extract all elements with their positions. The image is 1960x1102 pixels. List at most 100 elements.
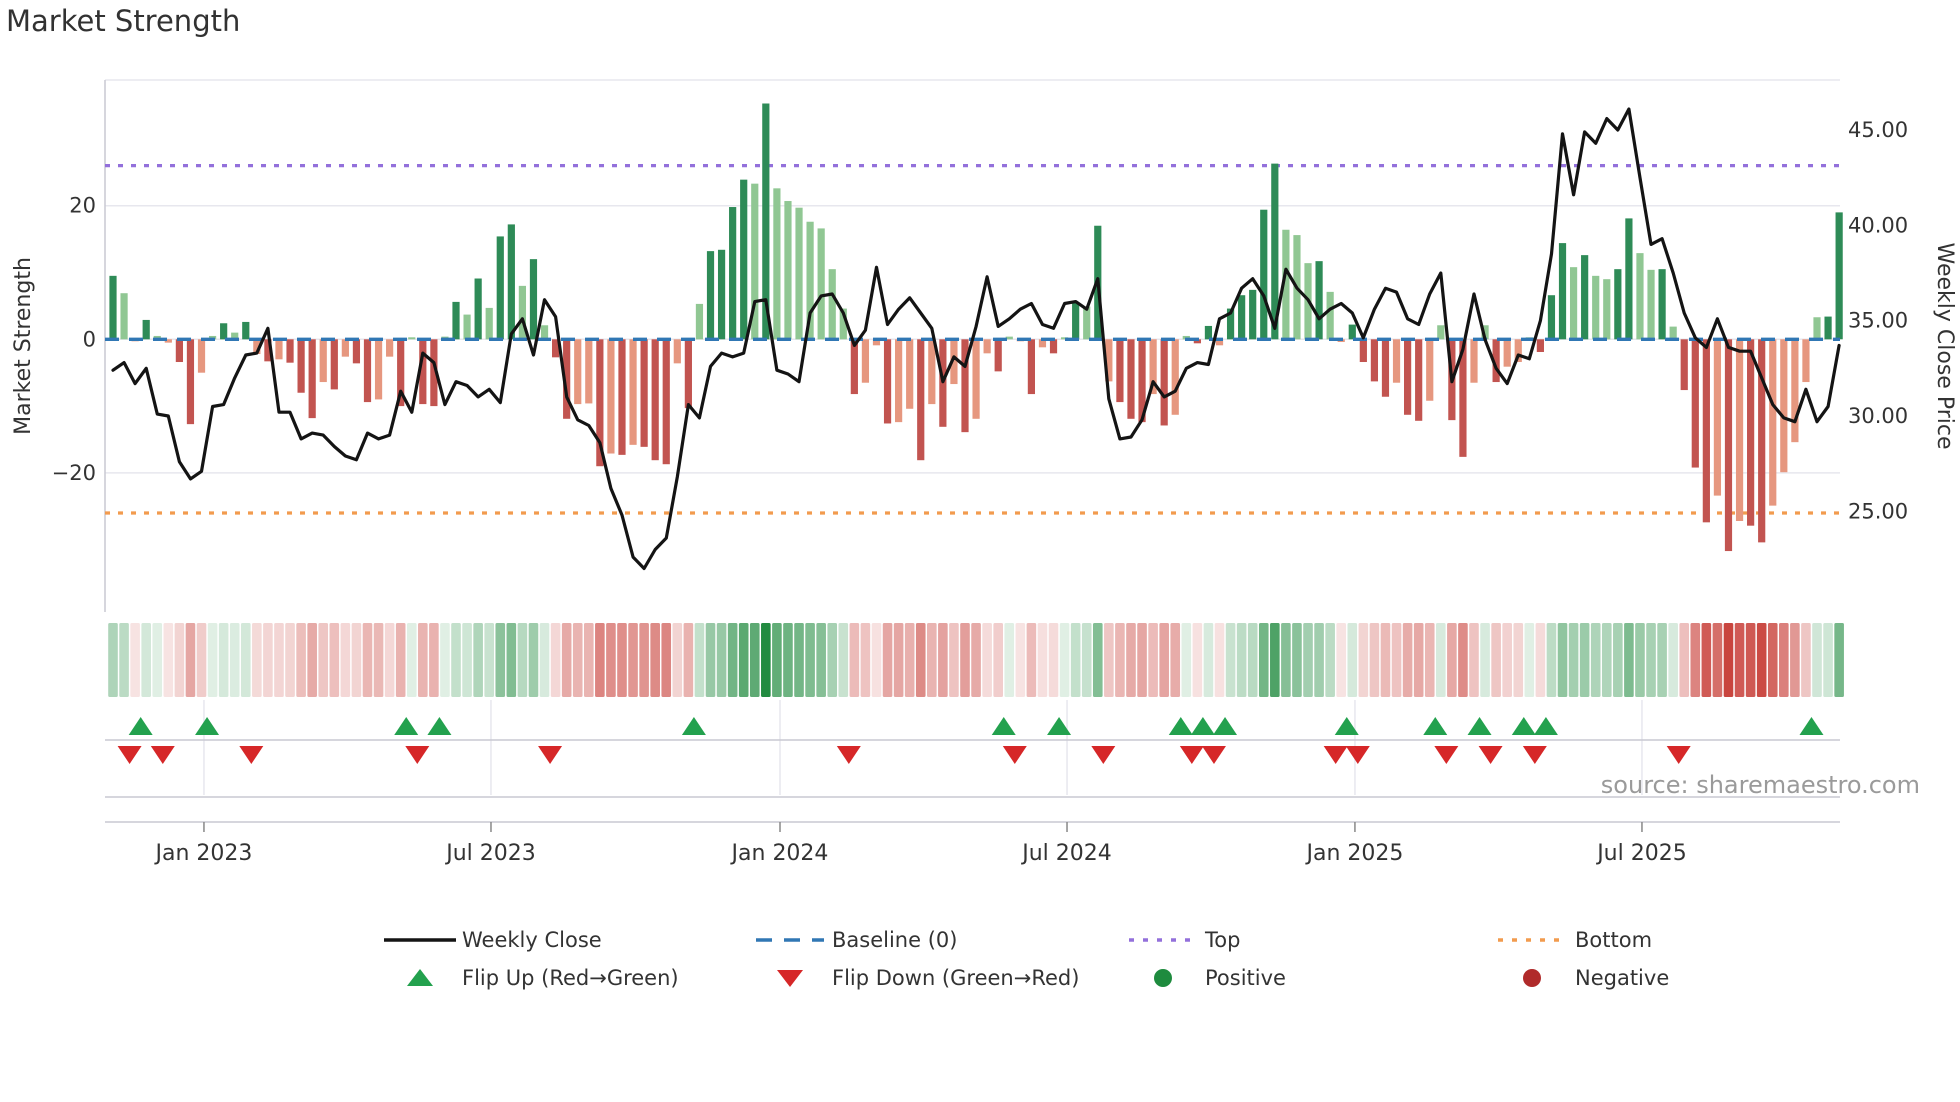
heatmap-cell [384, 623, 395, 697]
heatmap-cell [1801, 623, 1811, 697]
strength-bar [684, 339, 692, 409]
heatmap-cell [1369, 623, 1380, 697]
strength-bar [1636, 253, 1644, 340]
strength-bar [563, 339, 571, 419]
heatmap-cell [163, 623, 174, 697]
heatmap-cell [307, 623, 317, 697]
strength-bar [330, 339, 338, 390]
strength-bar [1481, 325, 1489, 340]
heatmap-cell [362, 623, 373, 697]
heatmap-cell [1491, 623, 1501, 697]
x-axis-tick-label: Jan 2025 [1304, 841, 1403, 866]
right-axis-tick-label: 35.00 [1848, 309, 1908, 333]
heatmap-cell [285, 623, 295, 697]
heatmap-cell [1015, 623, 1026, 697]
heatmap-cell [1834, 623, 1844, 697]
heatmap-cell [738, 623, 749, 697]
heatmap-cell [1701, 623, 1712, 697]
strength-bar [1160, 339, 1168, 426]
heatmap-cell [495, 623, 506, 697]
strength-bar [518, 285, 527, 340]
strength-bar [906, 339, 914, 409]
heatmap-cell [1779, 623, 1789, 697]
heatmap-cell [1535, 623, 1546, 697]
heatmap-cell [982, 623, 992, 697]
flip-up-marker-icon [1799, 717, 1824, 735]
heatmap-cell [418, 623, 428, 697]
strength-bar [264, 339, 272, 362]
heatmap-cell [1723, 623, 1734, 697]
strength-bar [1603, 279, 1611, 340]
strength-heatmap-strip [108, 623, 1844, 697]
strength-bar [717, 249, 726, 340]
strength-bar [1370, 339, 1379, 382]
heatmap-cell [1402, 623, 1413, 697]
strength-bar [1437, 325, 1445, 340]
heatmap-cell [904, 623, 915, 697]
heatmap-cell [1679, 623, 1690, 697]
heatmap-cell [1159, 623, 1169, 697]
strength-bar [640, 339, 648, 447]
heatmap-cell [329, 623, 340, 697]
heatmap-cell [1181, 623, 1192, 697]
strength-bar [1348, 324, 1356, 340]
flip-up-marker-icon [1213, 717, 1238, 735]
strength-bar [197, 339, 206, 373]
heatmap-cell [1347, 623, 1358, 697]
heatmap-cell [882, 623, 893, 697]
strength-bar [1791, 339, 1799, 443]
right-axis-tick-label: 30.00 [1848, 404, 1908, 428]
strength-bar [1415, 339, 1423, 421]
flip-up-marker-icon [1190, 717, 1215, 735]
flip-down-marker-icon [538, 746, 563, 764]
heatmap-cell [274, 623, 284, 697]
strength-bar [474, 278, 482, 340]
heatmap-cell [1745, 623, 1756, 697]
left-axis-tick-label: 20 [69, 194, 96, 218]
legend-label: Baseline (0) [832, 928, 958, 952]
flip-up-marker-icon [1467, 717, 1492, 735]
heatmap-cell [1601, 623, 1612, 697]
right-axis-tick-label: 40.00 [1848, 213, 1908, 237]
strength-bar [1769, 339, 1777, 506]
strength-bar [1404, 339, 1412, 415]
heatmap-cell [628, 623, 638, 697]
right-axis-title: Weekly Close Price [1932, 243, 1957, 450]
strength-bar [1381, 339, 1390, 397]
strength-bar [839, 308, 847, 340]
strength-bar [1149, 339, 1157, 395]
strength-bar [729, 207, 737, 340]
strength-bar [1238, 295, 1246, 340]
strength-bar [109, 275, 117, 340]
legend-label: Top [1205, 928, 1241, 952]
heatmap-cell [141, 623, 151, 697]
flip-down-marker-icon [1323, 746, 1348, 764]
strength-bar [1282, 229, 1290, 340]
strength-bar [762, 103, 770, 340]
flip-down-marker-icon [1201, 746, 1226, 764]
strength-bar [1713, 339, 1722, 496]
flip-down-marker-icon [836, 746, 861, 764]
strength-bar [1492, 339, 1500, 383]
flip-up-marker-icon [1533, 717, 1558, 735]
strength-bar [1260, 209, 1268, 340]
strength-bar [552, 339, 560, 358]
heatmap-cell [1690, 623, 1701, 697]
heatmap-cell [1590, 623, 1601, 697]
flip-up-marker-icon [1334, 717, 1359, 735]
strength-bar [950, 339, 958, 385]
strength-bar [994, 339, 1002, 372]
heatmap-cell [716, 623, 727, 697]
heatmap-cell [1458, 623, 1468, 697]
heatmap-cell [1358, 623, 1369, 697]
flip-down-marker-icon [1666, 746, 1691, 764]
heatmap-cell [783, 623, 793, 697]
heatmap-cell [727, 623, 738, 697]
strength-bar [319, 339, 327, 383]
heatmap-cell [539, 623, 550, 697]
strength-bar [1735, 339, 1744, 521]
heatmap-cell [1657, 623, 1667, 697]
strength-bar [651, 339, 659, 461]
strength-bar [120, 293, 128, 340]
strength-bar [341, 339, 349, 357]
